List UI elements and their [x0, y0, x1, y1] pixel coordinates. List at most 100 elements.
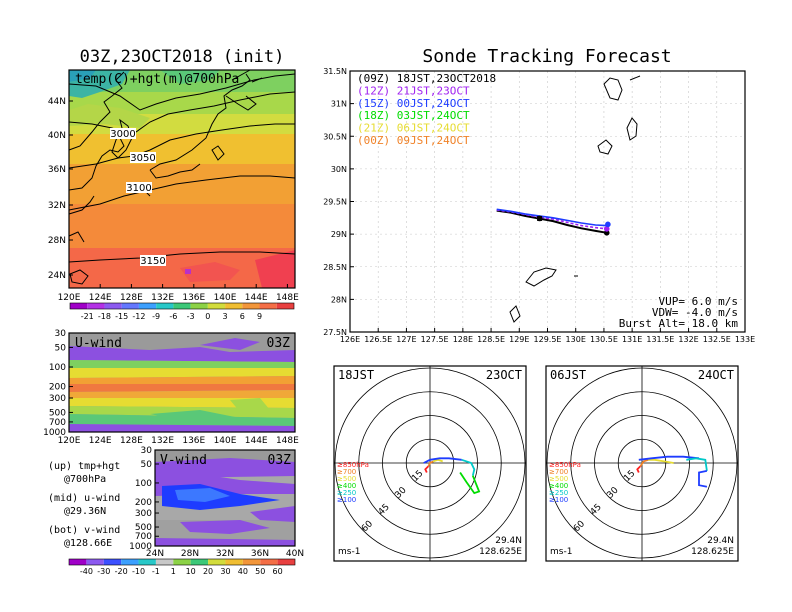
x-tick-label: 126E: [340, 335, 360, 344]
legend-entry-1: (12Z) 21JST,23OCT: [357, 84, 470, 97]
series-line-2: [496, 208, 607, 227]
v-lat-tick: 36N: [251, 549, 269, 559]
wind-colorbar: -40 -30 -20 -10 -1 1 10 20 30 40 50 60: [68, 558, 296, 576]
pressure-tick: 30: [141, 446, 153, 456]
pressure-tick: 500: [135, 523, 152, 533]
temp-colorbar-cell: [259, 303, 277, 309]
pressure-tick: 1000: [129, 542, 152, 552]
legend-entry-5: (00Z) 09JST,24OCT: [357, 134, 470, 147]
note-1a: (up) tmp+hgt: [48, 461, 120, 472]
hodo-level-label: ≥500: [549, 475, 568, 483]
map-lon-tick: 128E: [120, 293, 143, 303]
wind-colorbar-label: -10: [132, 567, 145, 576]
map-lon-tick: 144E: [245, 293, 268, 303]
hodo-lon: 128.625E: [479, 547, 522, 557]
wind-colorbar-label: -1: [152, 567, 160, 576]
hodo-trace-0: [636, 465, 642, 473]
v-wind-label: V-wind: [160, 453, 207, 468]
pressure-tick: 50: [55, 343, 67, 353]
wind-colorbar-label: 60: [273, 567, 283, 576]
y-tick-label: 31N: [331, 100, 347, 109]
x-tick-label: 128.5E: [477, 335, 505, 344]
y-tick-label: 28.5N: [323, 263, 347, 272]
v-lat-tick: 40N: [286, 549, 304, 559]
wind-colorbar-label: -30: [97, 567, 110, 576]
u-lon-tick: 144E: [245, 436, 268, 446]
temp-colorbar-label: -3: [187, 312, 195, 321]
x-tick-label: 127E: [396, 335, 416, 344]
v-lat-tick: 24N: [146, 549, 164, 559]
map-lat-tick: 36N: [48, 165, 66, 175]
hodo-level-label: ≥850hPa: [549, 461, 581, 469]
temp-colorbar-cell: [87, 303, 105, 309]
hodo-lat: 29.4N: [707, 536, 734, 546]
temp-colorbar-cell: [225, 303, 243, 309]
wind-colorbar-label: 20: [203, 567, 213, 576]
contour-label-3050: 3050: [130, 153, 155, 164]
hodo-trace-1: [639, 458, 649, 467]
hodo-unit: ms-1: [338, 547, 360, 557]
hodo-date-label: 23OCT: [486, 368, 522, 382]
pressure-tick: 300: [49, 394, 66, 404]
hodo-trace-3: [423, 457, 462, 464]
legend-entry-4: (21Z) 06JST,24OCT: [357, 122, 470, 135]
wind-colorbar-label: 1: [171, 567, 176, 576]
hodo-level-label: ≥700: [337, 468, 356, 476]
hodo-time-label: 06JST: [550, 368, 586, 382]
u-lon-tick: 120E: [58, 436, 81, 446]
x-tick-label: 131.5E: [646, 335, 674, 344]
temp-colorbar-label: 9: [257, 312, 262, 321]
v-wind-time: 03Z: [268, 453, 292, 468]
wind-colorbar-cell: [208, 559, 226, 565]
temp-colorbar-label: -21: [81, 312, 94, 321]
wind-colorbar-cell: [242, 559, 261, 565]
map-lon-tick: 120E: [58, 293, 81, 303]
hodo-level-label: ≥100: [337, 496, 356, 504]
track-annotations: VUP= 6.0 m/s VDW= -4.0 m/s Burst Alt= 18…: [619, 295, 739, 330]
v-lat-tick: 28N: [181, 549, 199, 559]
wind-colorbar-cell: [138, 559, 156, 565]
pressure-tick: 200: [49, 383, 66, 393]
temp-map: 3000 3050 3100 3150 temp(C)+hgt(m)@700hP…: [68, 69, 296, 289]
track-marker-2: [603, 226, 610, 232]
contour-label-3100: 3100: [126, 183, 151, 194]
wind-colorbar-label: 10: [186, 567, 196, 576]
u-wind-time: 03Z: [267, 336, 291, 351]
hodo-trace-5: [698, 470, 708, 488]
map-lon-axis: 120E 124E 128E 132E 136E 140E 144E 148E: [58, 284, 299, 303]
legend-entry-3: (18Z) 03JST,24OCT: [357, 109, 470, 122]
pressure-tick: 200: [135, 498, 152, 508]
hodo-trace-3: [638, 455, 700, 461]
launch-marker: [537, 215, 543, 221]
y-tick-label: 30N: [331, 165, 347, 174]
note-1b: @700hPa: [64, 474, 106, 485]
hodo-trace-4: [686, 457, 708, 472]
temp-colorbar-cell: [242, 303, 260, 309]
note-2a: (mid) u-wind: [48, 493, 120, 504]
wind-colorbar-cell: [225, 559, 243, 565]
wind-colorbar-cell: [173, 559, 191, 565]
wind-colorbar-label: 50: [255, 567, 265, 576]
map-lat-tick: 24N: [48, 271, 66, 281]
x-tick-label: 132.5E: [703, 335, 731, 344]
map-lon-tick: 124E: [89, 293, 112, 303]
hodo-level-label: ≥850hPa: [337, 461, 369, 469]
hodo-trace-5: [459, 472, 481, 495]
v-wind-section: V-wind 03Z: [154, 449, 296, 547]
map-lat-tick: 32N: [48, 201, 66, 211]
u-lon-axis: 120E 124E 128E 132E 136E 140E 144E 148E: [58, 436, 300, 446]
temp-colorbar-label: 0: [205, 312, 210, 321]
chart-title: Sonde Tracking Forecast: [422, 46, 671, 67]
temp-colorbar-cell: [276, 303, 294, 309]
hodo-level-label: ≥100: [549, 496, 568, 504]
wind-colorbar-label: -40: [80, 567, 93, 576]
map-lat-axis: 44N 40N 36N 32N 28N 24N: [48, 97, 73, 281]
pressure-tick: 100: [135, 479, 152, 489]
hodo-trace-4: [461, 458, 476, 476]
y-tick-label: 30.5N: [323, 132, 347, 141]
wind-colorbar-cell: [86, 559, 104, 565]
map-lon-tick: 136E: [182, 293, 205, 303]
